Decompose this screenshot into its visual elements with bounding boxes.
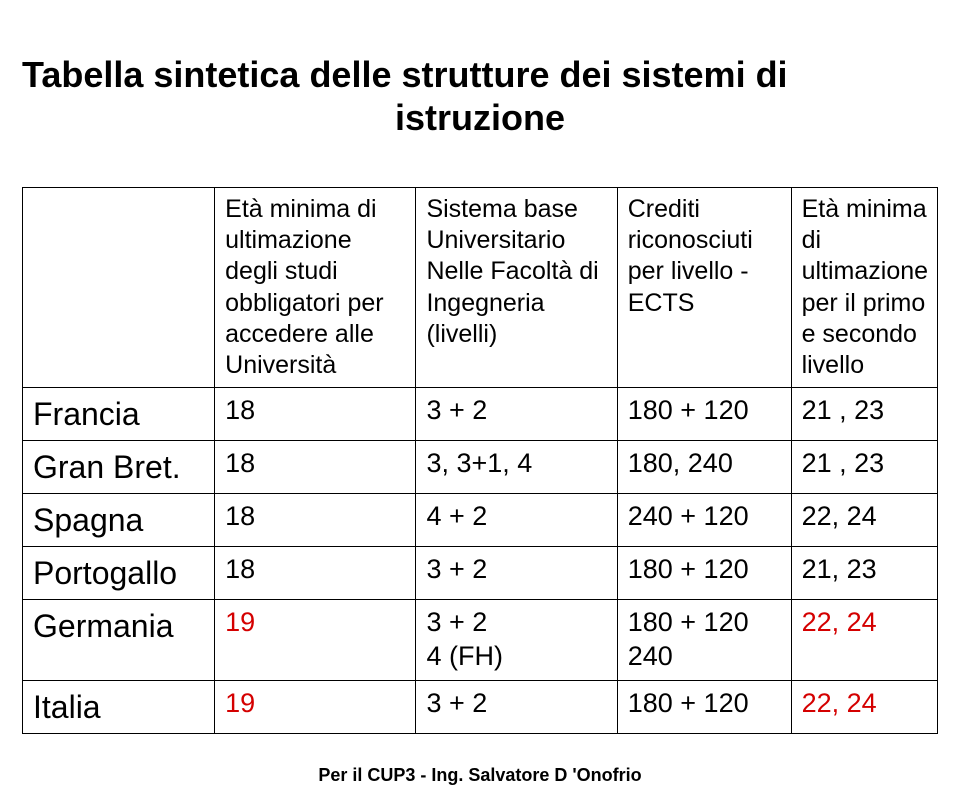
table-row: Gran Bret. 18 3, 3+1, 4 180, 240 21 , 23 [23, 441, 938, 494]
cell-credits: 180 + 120 [617, 388, 791, 441]
table-row: Italia 19 3 + 2 180 + 120 22, 24 [23, 680, 938, 733]
page-title: Tabella sintetica delle strutture dei si… [22, 10, 938, 183]
row-label: Spagna [23, 494, 215, 547]
cell-final: 22, 24 [791, 680, 937, 733]
col-header-min-age: Età minima di ultimazione degli studi ob… [215, 187, 416, 388]
cell-age: 19 [215, 680, 416, 733]
table-row: Portogallo 18 3 + 2 180 + 120 21, 23 [23, 547, 938, 600]
cell-system: 3 + 2 [416, 547, 617, 600]
table-row: Germania 19 3 + 2 4 (FH) 180 + 120 240 2… [23, 600, 938, 681]
cell-age: 18 [215, 388, 416, 441]
cell-final: 21 , 23 [791, 441, 937, 494]
row-label: Germania [23, 600, 215, 681]
title-line-1: Tabella sintetica delle strutture dei si… [22, 54, 788, 95]
cell-credits: 180 + 120 240 [617, 600, 791, 681]
cell-final: 22, 24 [791, 494, 937, 547]
footer-credit: Per il CUP3 - Ing. Salvatore D 'Onofrio [0, 765, 960, 786]
col-header-credits: Crediti riconosciuti per livello - ECTS [617, 187, 791, 388]
cell-credits: 180 + 120 [617, 547, 791, 600]
row-label: Francia [23, 388, 215, 441]
row-label: Italia [23, 680, 215, 733]
table-row: Spagna 18 4 + 2 240 + 120 22, 24 [23, 494, 938, 547]
page: Tabella sintetica delle strutture dei si… [0, 0, 960, 792]
cell-final: 21, 23 [791, 547, 937, 600]
row-label: Gran Bret. [23, 441, 215, 494]
table-row: Francia 18 3 + 2 180 + 120 21 , 23 [23, 388, 938, 441]
cell-final: 21 , 23 [791, 388, 937, 441]
cell-age: 18 [215, 494, 416, 547]
cell-age: 18 [215, 441, 416, 494]
cell-credits: 180 + 120 [617, 680, 791, 733]
col-header-system: Sistema base Universitario Nelle Facoltà… [416, 187, 617, 388]
cell-system: 3 + 2 4 (FH) [416, 600, 617, 681]
table-body: Francia 18 3 + 2 180 + 120 21 , 23 Gran … [23, 388, 938, 734]
cell-system: 3 + 2 [416, 680, 617, 733]
cell-credits: 180, 240 [617, 441, 791, 494]
cell-age: 18 [215, 547, 416, 600]
row-label: Portogallo [23, 547, 215, 600]
cell-system: 4 + 2 [416, 494, 617, 547]
cell-system: 3, 3+1, 4 [416, 441, 617, 494]
title-line-2: istruzione [22, 96, 938, 139]
col-header-final-age: Età minima di ultimazione per il primo e… [791, 187, 937, 388]
cell-age: 19 [215, 600, 416, 681]
summary-table: Età minima di ultimazione degli studi ob… [22, 187, 938, 734]
cell-credits: 240 + 120 [617, 494, 791, 547]
table-header-row: Età minima di ultimazione degli studi ob… [23, 187, 938, 388]
cell-final: 22, 24 [791, 600, 937, 681]
col-header-empty [23, 187, 215, 388]
cell-system: 3 + 2 [416, 388, 617, 441]
